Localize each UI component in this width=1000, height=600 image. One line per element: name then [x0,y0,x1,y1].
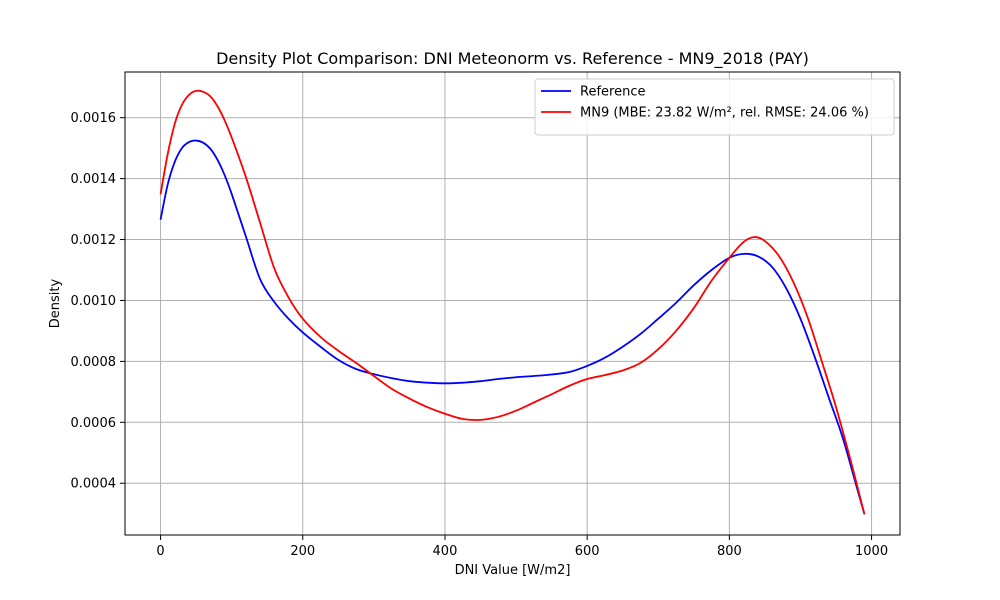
x-tick-label: 800 [717,544,742,559]
x-tick-label: 200 [290,544,315,559]
y-tick-label: 0.0014 [71,172,117,187]
y-tick-label: 0.0010 [71,294,117,309]
y-tick-label: 0.0004 [71,477,117,492]
x-axis-label: DNI Value [W/m2] [455,563,571,578]
series-line-1 [159,139,866,515]
chart-title: Density Plot Comparison: DNI Meteonorm v… [216,49,809,69]
y-tick-label: 0.0012 [71,233,117,248]
x-tick-label: 0 [156,544,164,559]
legend-box [534,78,895,136]
legend-label-2: MN9 (MBE: 23.82 W/m², rel. RMSE: 24.06 %… [580,106,869,121]
series-layer [159,89,866,515]
y-axis-label: Density [48,278,63,328]
plot-frame [124,71,901,536]
legend: Reference MN9 (MBE: 23.82 W/m², rel. RMSE… [534,78,895,136]
series-line-2 [159,89,866,515]
grid-lines [125,72,900,535]
legend-label-1: Reference [580,85,645,100]
y-tick-label: 0.0006 [71,416,117,431]
x-tick-label: 600 [575,544,600,559]
y-tick-label: 0.0016 [71,111,117,126]
y-tick-label: 0.0008 [71,355,117,370]
x-tick-label: 1000 [855,544,888,559]
x-tick-label: 400 [433,544,458,559]
axis-ticks: 0 200 400 600 800 1000 0.0004 0.0006 0.0008 0.001… [71,111,889,559]
